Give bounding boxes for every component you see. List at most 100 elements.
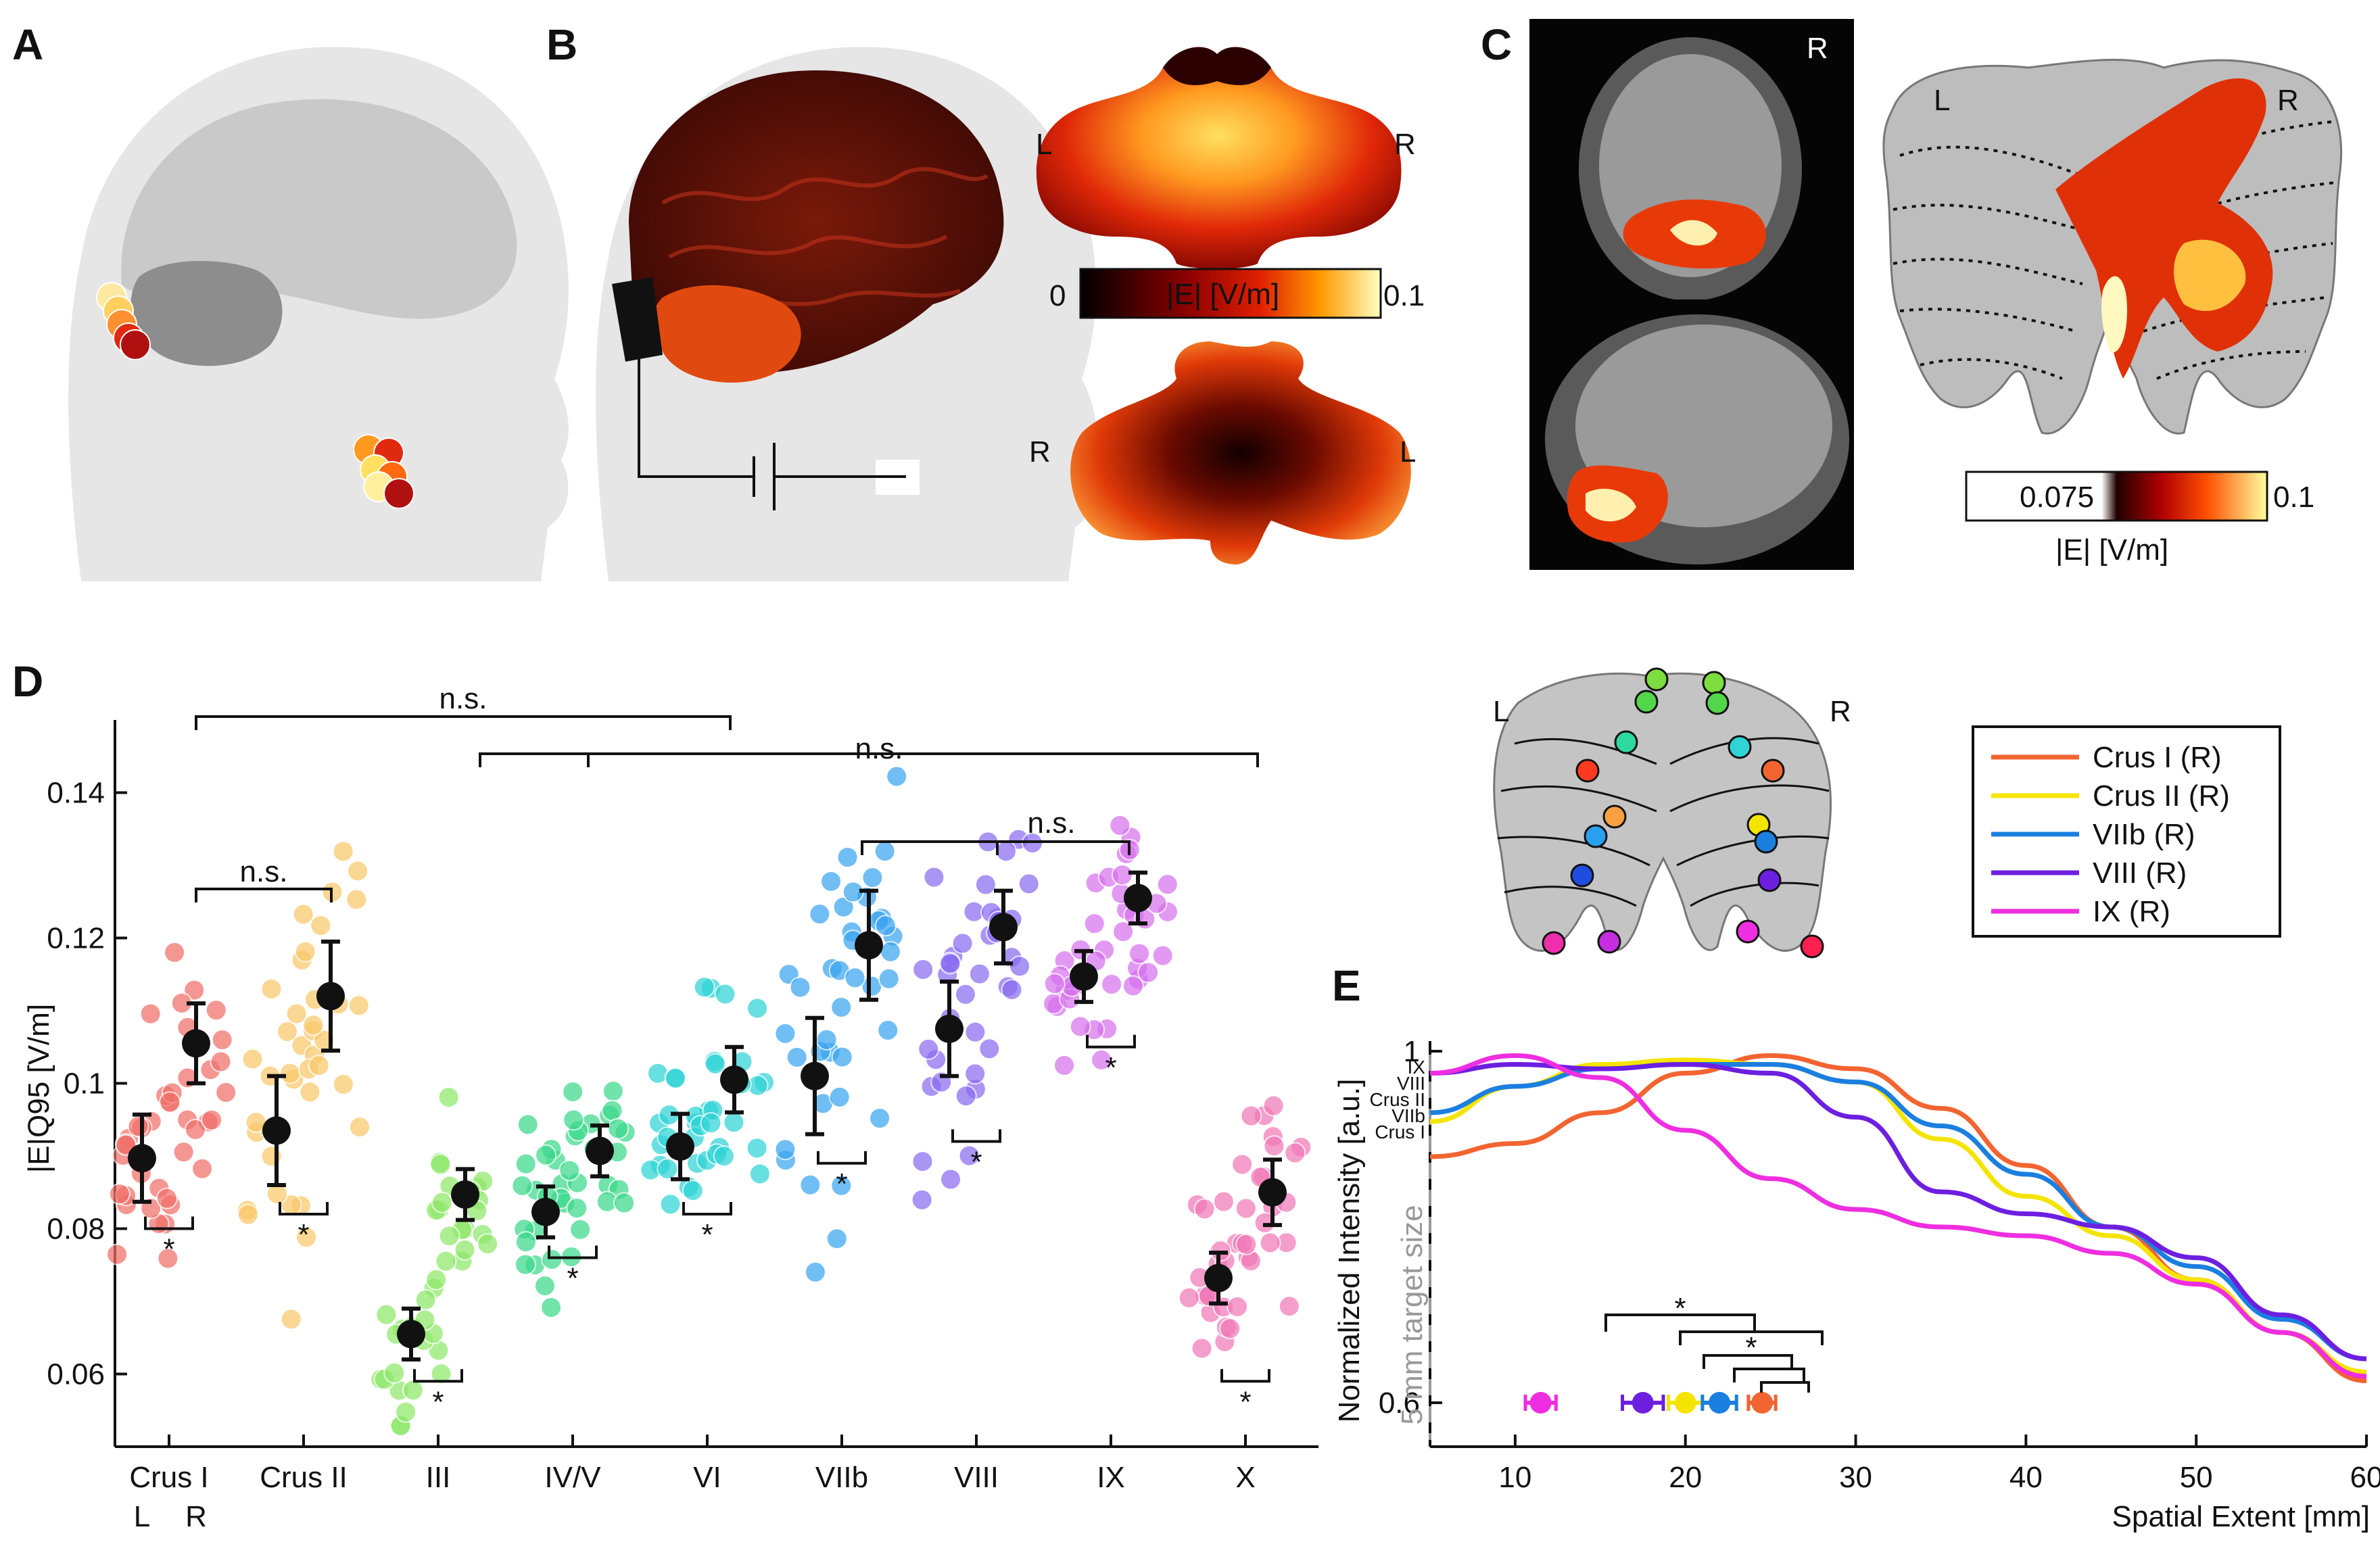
y-tick-label: 1 [1404,1035,1420,1068]
data-point [613,1192,636,1214]
data-point [1111,864,1133,886]
x-tick-label: X [1235,1461,1255,1494]
data-point [954,983,976,1005]
y-axis-label-d: |E|Q95 [V/m] [22,1004,55,1173]
data-point [454,1238,476,1261]
significance-star: * [567,1262,578,1295]
data-point [183,979,206,1001]
data-point [978,1038,1001,1060]
ns-label-2: n.s. [855,732,903,765]
x-tick-label: 20 [1669,1461,1702,1494]
x-tick-label: 10 [1498,1461,1531,1494]
circuit-wire-b [638,358,906,510]
panel-c: C R L R 0.075 0.1 |E| [V/m] [1481,19,2342,570]
x-axis-label-e: Spatial Extent [mm] [2112,1500,2370,1533]
legend-e [1972,725,2281,938]
data-point [874,915,897,937]
data-point [106,1243,128,1266]
star-bracket [682,1202,732,1215]
ns-label-4: n.s. [240,855,288,888]
data-point [211,1029,233,1051]
data-point [911,1188,933,1211]
legend-entries: Crus I (R) Crus II (R) VIIb (R) VIII (R) IX … [1991,741,2230,928]
x-tick-label: Crus I [129,1461,208,1494]
significance-star: * [163,1233,174,1266]
data-point [700,1112,722,1134]
data-point [1109,815,1131,837]
data-point [139,1003,162,1025]
y-tick-label: 0.08 [47,1213,105,1246]
data-point [844,967,866,989]
data-point [280,1308,302,1330]
data-point [828,1086,851,1108]
mean-point [531,1197,560,1226]
intensity-curve [1429,1053,2367,1379]
significance-star: * [836,1167,847,1201]
data-point [302,1014,325,1036]
y-ticks-d: 0.06 0.08 0.1 0.12 0.14 [47,777,127,1391]
legend-label: VIII (R) [2093,857,2187,890]
cerebellum-efield-b [652,285,801,383]
hemisphere-star-brackets: * * * * * * * * * [144,1034,1270,1418]
legend-label: Crus I (R) [2093,741,2222,774]
data-point [746,997,769,1019]
y-tick-label: 0.12 [47,922,105,955]
data-point [958,1145,980,1167]
data-point [515,1231,537,1253]
data-point [951,932,974,955]
x-tick-label: 50 [2180,1461,2213,1494]
mean-point [451,1180,479,1209]
x-tick-label: 30 [1839,1461,1872,1494]
data-point [1043,973,1066,995]
panel-letter-e: E [1332,961,1361,1010]
data-point [348,994,370,1017]
data-point [809,903,831,925]
data-point [1112,921,1135,943]
hemisphere-label-left: L [134,1500,150,1533]
data-point [713,1145,735,1167]
mri-sagittal-efield-hot [1586,488,1636,522]
data-point [878,967,900,990]
significance-star-1: * [1674,1292,1686,1325]
data-point [836,846,859,869]
electrode-cluster-left [96,282,151,360]
data-point [786,1046,808,1068]
star-bracket [1086,1034,1136,1049]
data-point [682,1180,704,1202]
mean-point [935,1014,963,1043]
significance-star: * [701,1218,713,1251]
legend-label: Crus II (R) [2093,779,2230,813]
mean-point [855,931,883,960]
data-point [164,941,186,963]
data-point [402,1379,424,1401]
data-point [1262,1094,1285,1117]
data-point [601,1099,623,1122]
data-point [395,1401,417,1423]
colorbar-b-max: 0.1 [1383,279,1425,312]
legend-label: VIIb (R) [2093,818,2195,851]
data-point [1240,1105,1262,1127]
data-point [964,1063,986,1085]
data-point [799,1174,822,1196]
data-point [820,870,842,892]
data-point [877,1019,899,1041]
data-point [569,1218,592,1240]
data-point [294,940,316,963]
data-point [477,1233,499,1255]
data-point [789,976,811,998]
mean-point [666,1132,694,1161]
data-point [515,1153,537,1175]
data-point [1284,1142,1306,1164]
data-point [1227,1296,1249,1318]
data-point [911,1151,934,1173]
data-point [1083,913,1105,935]
data-point [260,978,283,1001]
data-point [348,1116,371,1138]
data-point [1263,1135,1285,1157]
y-tick-label: 0.6 [1379,1387,1420,1420]
data-point [437,1086,460,1109]
mean-point [316,982,345,1011]
significance-brackets-d [195,715,1259,902]
peak-point [1751,1392,1774,1414]
